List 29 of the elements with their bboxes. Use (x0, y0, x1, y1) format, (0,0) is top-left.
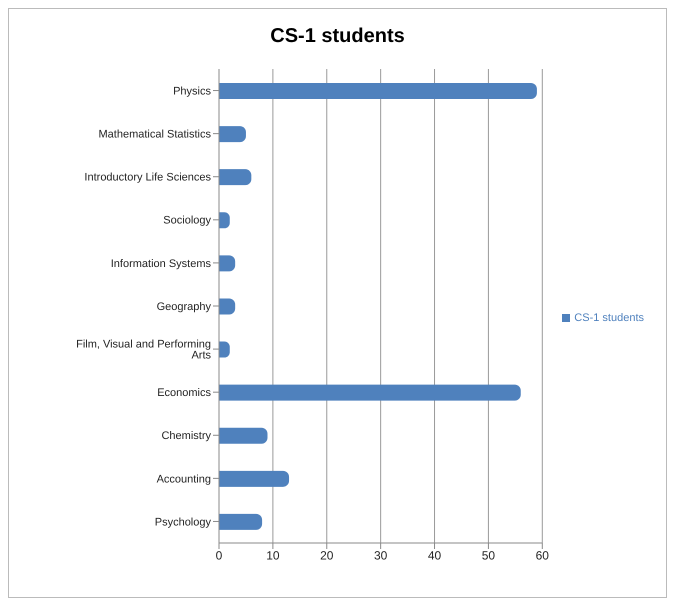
x-tick-label: 40 (428, 548, 442, 563)
bar (219, 384, 521, 401)
y-tick-label: Accounting (156, 473, 211, 486)
x-tick-label: 30 (374, 548, 388, 563)
y-tick-label: Geography (156, 300, 212, 313)
bar (219, 428, 268, 444)
y-tick-label: Introductory Life Sciences (84, 172, 212, 184)
y-tick-label: Information Systems (110, 258, 212, 270)
y-tick-label: Psychology (154, 516, 212, 528)
bar (219, 298, 236, 314)
x-tick-label: 50 (482, 548, 496, 563)
x-tick-label: 20 (320, 548, 334, 563)
y-tick-label: Chemistry (161, 430, 212, 442)
y-tick-label: Mathematical Statistics (98, 128, 212, 141)
y-tick-label: Physics (173, 85, 212, 98)
y-tick-label: Economics (157, 387, 212, 400)
bar (219, 470, 290, 487)
x-tick-label: 10 (266, 548, 280, 563)
bar (219, 126, 246, 142)
legend-label: CS-1 students (574, 312, 644, 324)
x-tick-label: 60 (536, 548, 550, 563)
bar (219, 83, 537, 99)
bar (219, 514, 262, 530)
bar (219, 169, 252, 186)
x-tick-label: 0 (216, 548, 223, 563)
chart-title: CS-1 students (269, 25, 406, 49)
y-tick-label: Film, Visual and Performing Arts (76, 338, 212, 362)
bar (219, 255, 236, 272)
y-tick-label: Sociology (163, 214, 212, 227)
